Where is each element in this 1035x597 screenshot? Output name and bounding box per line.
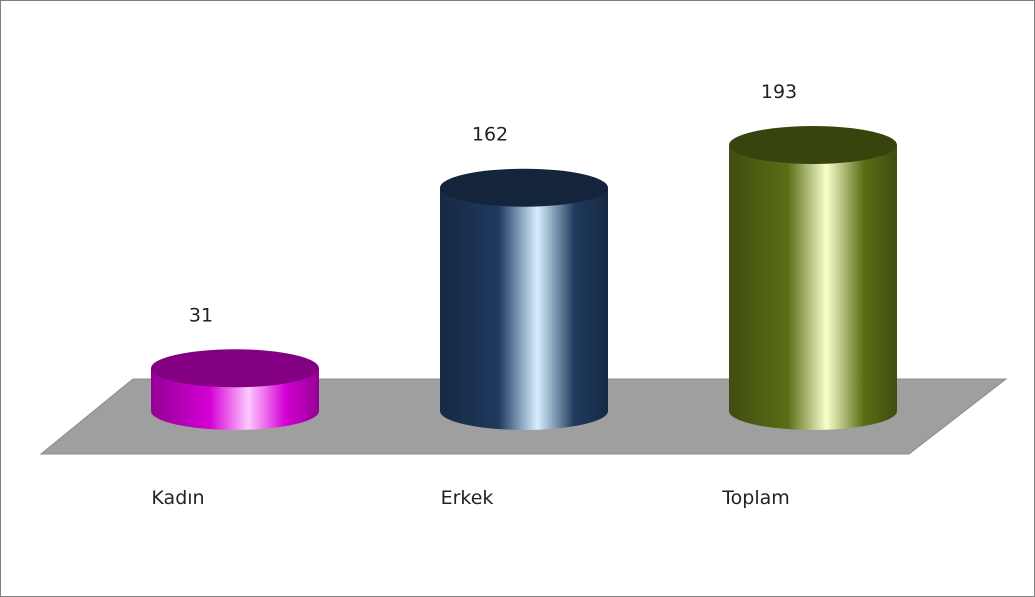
bar-body-erkek bbox=[440, 187, 608, 430]
bars-group bbox=[151, 126, 897, 430]
bar-top-toplam bbox=[729, 126, 897, 164]
value-label-erkek: 162 bbox=[472, 124, 508, 146]
value-label-toplam: 193 bbox=[761, 81, 797, 103]
bar-erkek bbox=[440, 168, 608, 430]
bar-top-erkek bbox=[440, 168, 608, 207]
category-label-toplam: Toplam bbox=[721, 487, 790, 509]
bar-toplam bbox=[729, 126, 897, 430]
value-label-kad-n: 31 bbox=[189, 304, 213, 326]
category-label-erkek: Erkek bbox=[441, 487, 494, 509]
bar-kad-n bbox=[151, 349, 319, 430]
category-label-kad-n: Kadın bbox=[151, 487, 204, 509]
bar-body-toplam bbox=[729, 145, 897, 430]
bar-top-kad-n bbox=[151, 349, 319, 388]
labels-group: 31 Kadın 162 Erkek 193 Toplam bbox=[151, 81, 797, 509]
